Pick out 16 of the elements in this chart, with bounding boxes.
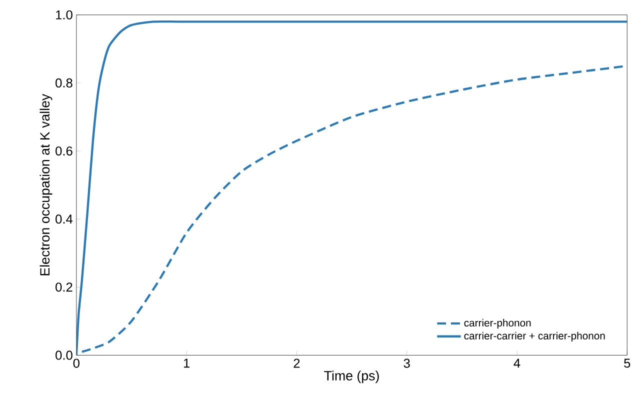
x-tick-label: 2 (294, 358, 300, 368)
y-tick-label: 0.2 (56, 282, 72, 292)
x-tick-label: 0 (73, 358, 80, 368)
y-tick-label: 1.0 (56, 10, 72, 20)
x-tick-label: 4 (514, 358, 520, 368)
y-tick-label: 0.4 (56, 214, 73, 224)
x-tick-label: 1 (184, 358, 190, 368)
y-tick-label: 0.8 (56, 78, 72, 88)
x-axis-title: Time (ps) (324, 370, 379, 384)
y-tick-label: 0.0 (56, 350, 72, 360)
y-axis-title: Electron occupation at K valley (40, 94, 52, 276)
x-tick-label: 5 (624, 358, 630, 368)
x-tick-label: 3 (404, 358, 410, 368)
legend-label: carrier-phonon (464, 319, 531, 329)
y-tick-label: 0.6 (56, 146, 72, 156)
legend-label: carrier-carrier + carrier-phonon (464, 332, 605, 342)
